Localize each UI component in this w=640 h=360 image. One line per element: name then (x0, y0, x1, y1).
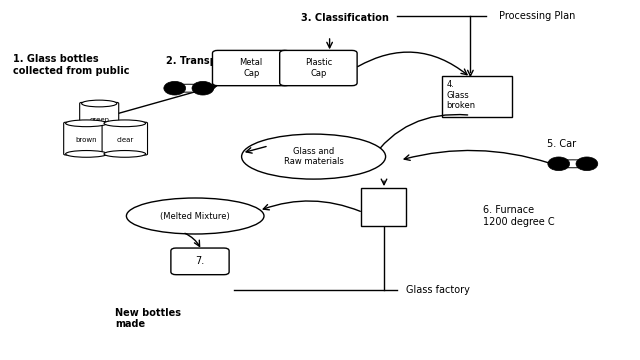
Text: 5. Car: 5. Car (547, 139, 577, 149)
Text: 3. Classification: 3. Classification (301, 13, 388, 23)
Ellipse shape (66, 120, 108, 127)
Text: Processing Plan: Processing Plan (499, 11, 575, 21)
Text: brown: brown (76, 137, 97, 143)
Ellipse shape (82, 131, 117, 138)
Ellipse shape (548, 160, 596, 168)
Ellipse shape (242, 134, 385, 179)
Text: New bottles
made: New bottles made (115, 308, 181, 329)
Text: Plastic
Cap: Plastic Cap (305, 58, 332, 78)
Text: 2. Transportation: 2. Transportation (166, 56, 262, 66)
Text: Glass and
Raw materials: Glass and Raw materials (284, 147, 344, 166)
FancyBboxPatch shape (280, 50, 357, 86)
Text: Glass factory: Glass factory (406, 285, 470, 295)
Text: clear: clear (116, 137, 133, 143)
Text: 1. Glass bottles
collected from public: 1. Glass bottles collected from public (13, 54, 129, 76)
Ellipse shape (127, 198, 264, 234)
FancyBboxPatch shape (361, 188, 406, 226)
Text: (Melted Mixture): (Melted Mixture) (161, 211, 230, 220)
FancyBboxPatch shape (212, 50, 290, 86)
Text: 4.
Glass
broken: 4. Glass broken (447, 80, 476, 110)
FancyBboxPatch shape (64, 122, 109, 155)
Text: Metal
Cap: Metal Cap (239, 58, 263, 78)
Text: 7.: 7. (195, 256, 204, 266)
FancyBboxPatch shape (171, 248, 229, 275)
Ellipse shape (104, 150, 146, 157)
Ellipse shape (164, 81, 186, 95)
FancyBboxPatch shape (102, 122, 148, 155)
FancyBboxPatch shape (80, 102, 119, 135)
Ellipse shape (548, 157, 570, 171)
Ellipse shape (104, 120, 146, 127)
Ellipse shape (192, 81, 214, 95)
Ellipse shape (165, 84, 212, 92)
Ellipse shape (82, 100, 117, 107)
Ellipse shape (576, 157, 598, 171)
Text: green: green (89, 117, 109, 123)
Ellipse shape (66, 150, 108, 157)
Text: 6. Furnace
1200 degree C: 6. Furnace 1200 degree C (483, 205, 555, 227)
FancyBboxPatch shape (442, 76, 512, 117)
